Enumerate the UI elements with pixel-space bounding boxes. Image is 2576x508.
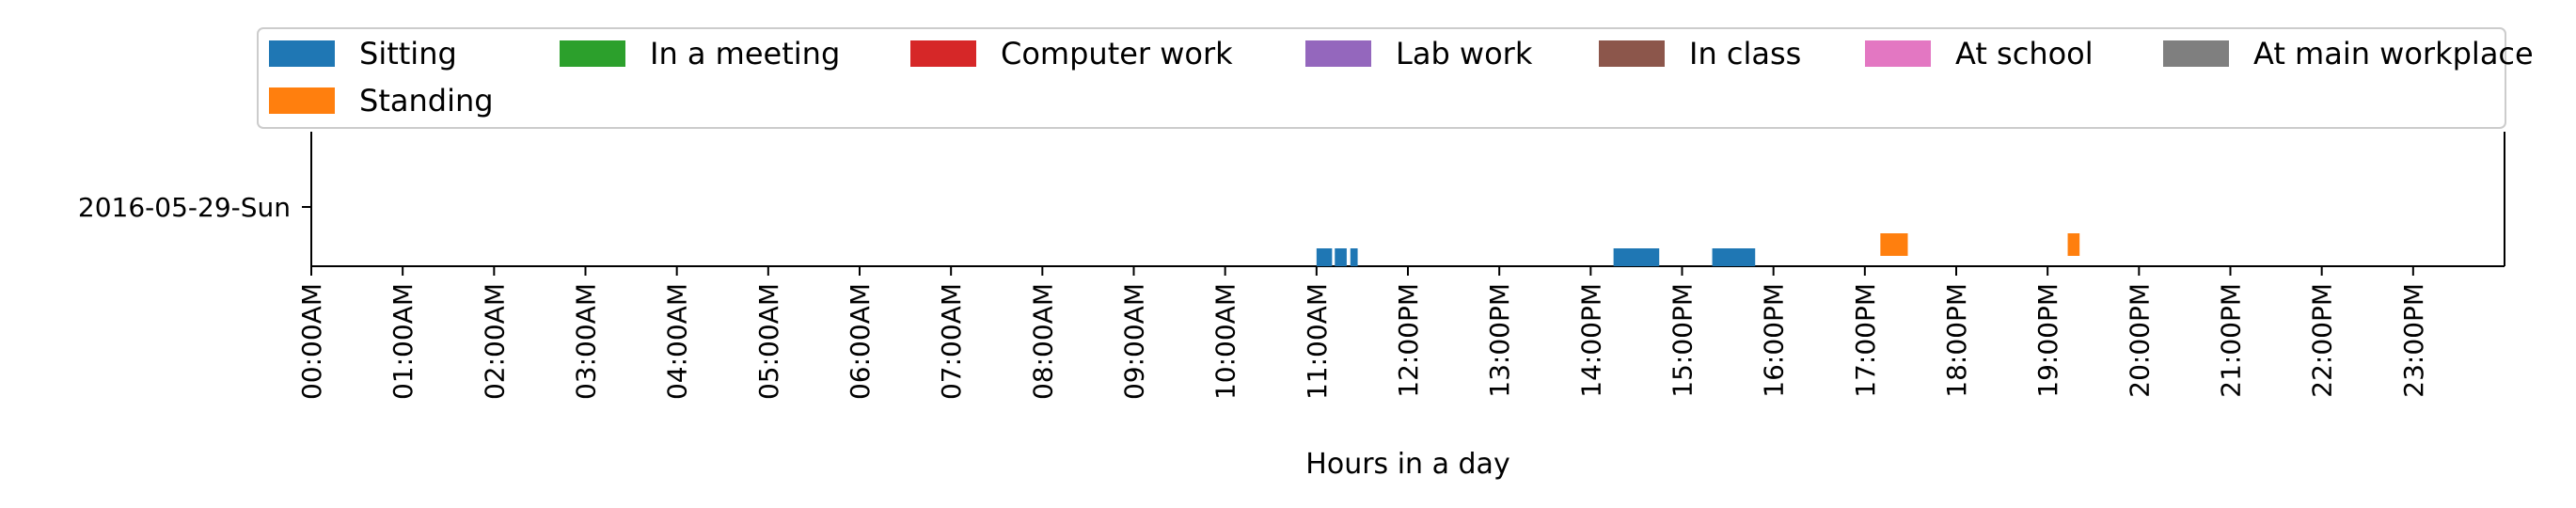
- x-tick-label-4: 04:00AM: [662, 283, 693, 400]
- bar-sitting-1: [1335, 248, 1347, 266]
- x-tick-label-16: 16:00PM: [1759, 283, 1790, 398]
- legend-label-sitting: Sitting: [359, 36, 457, 71]
- x-tick-label-9: 09:00AM: [1119, 283, 1150, 400]
- x-tick-label-10: 10:00AM: [1210, 283, 1241, 400]
- legend-label-in-a-meeting: In a meeting: [650, 36, 840, 71]
- y-tick-label-0: 2016-05-29-Sun: [78, 192, 291, 223]
- x-tick-label-0: 00:00AM: [296, 283, 327, 400]
- x-tick-label-20: 20:00PM: [2124, 283, 2155, 398]
- plot-area: [310, 132, 2505, 267]
- x-axis: 00:00AM 01:00AM 02:00AM 03:00AM 04:00AM 05:00…: [296, 266, 2429, 400]
- legend-frame: [257, 27, 2506, 129]
- bars: [1316, 233, 2080, 266]
- x-tick-label-6: 06:00AM: [845, 283, 876, 400]
- x-tick-label-23: 23:00PM: [2398, 283, 2429, 398]
- x-tick-label-8: 08:00AM: [1027, 283, 1058, 400]
- x-tick-label-15: 15:00PM: [1667, 283, 1699, 398]
- x-tick-label-3: 03:00AM: [571, 283, 602, 400]
- legend-label-in-class: In class: [1689, 36, 1801, 71]
- legend-label-computer-work: Computer work: [1001, 36, 1233, 71]
- x-tick-label-12: 12:00PM: [1393, 283, 1424, 398]
- bar-standing-1: [2067, 233, 2080, 256]
- legend-swatch-standing: [269, 87, 335, 114]
- legend-swatch-at-school: [1865, 40, 1931, 67]
- legend-label-at-school: At school: [1955, 36, 2094, 71]
- x-tick-label-22: 22:00PM: [2307, 283, 2338, 398]
- legend-label-standing: Standing: [359, 83, 494, 119]
- legend: Sitting In a meeting Computer work Lab work…: [257, 27, 2534, 129]
- x-tick-label-13: 13:00PM: [1484, 283, 1515, 398]
- bar-standing-0: [1880, 233, 1908, 256]
- x-tick-label-11: 11:00AM: [1302, 283, 1333, 400]
- x-tick-label-18: 18:00PM: [1941, 283, 1972, 398]
- x-tick-label-5: 05:00AM: [753, 283, 784, 400]
- legend-swatch-lab-work: [1305, 40, 1371, 67]
- bar-sitting-0: [1316, 248, 1333, 266]
- x-tick-label-21: 21:00PM: [2216, 283, 2247, 398]
- bar-sitting-3: [1613, 248, 1660, 266]
- x-tick-label-1: 01:00AM: [387, 283, 419, 400]
- legend-swatch-sitting: [269, 40, 335, 67]
- x-axis-title: Hours in a day: [1305, 448, 1509, 481]
- bar-sitting-2: [1350, 248, 1358, 266]
- x-tick-label-2: 02:00AM: [479, 283, 510, 400]
- x-tick-label-14: 14:00PM: [1575, 283, 1606, 398]
- legend-swatch-in-a-meeting: [560, 40, 625, 67]
- x-tick-label-7: 07:00AM: [936, 283, 967, 400]
- y-axis: 2016-05-29-Sun: [78, 192, 311, 223]
- legend-label-lab-work: Lab work: [1396, 36, 1533, 71]
- x-tick-label-19: 19:00PM: [2032, 283, 2063, 398]
- x-tick-label-17: 17:00PM: [1850, 283, 1881, 398]
- legend-swatch-computer-work: [910, 40, 976, 67]
- bar-sitting-4: [1712, 248, 1756, 266]
- legend-swatch-in-class: [1599, 40, 1665, 67]
- legend-label-at-main-workplace: At main workplace: [2253, 36, 2534, 71]
- legend-swatch-at-main-workplace: [2163, 40, 2229, 67]
